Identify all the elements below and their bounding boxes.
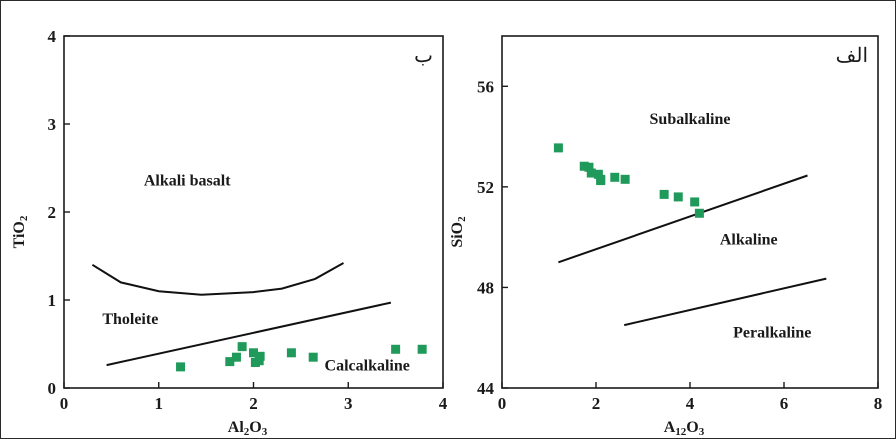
x-tick-label: 0 [498,394,507,413]
data-point [225,357,235,367]
y-tick-label: 52 [477,178,494,197]
data-point [610,172,620,182]
x-tick-label: 2 [249,394,258,413]
x-tick-label: 0 [60,394,69,413]
plot-area [63,35,444,389]
x-axis-label: A12O3 [664,419,705,438]
x-tick-label: 4 [439,394,448,413]
data-point [231,352,241,362]
data-point [176,362,186,372]
tio2-vs-al2o3-chart: 0 1 2 3 4 0 1 2 3 4 Al2O3 TiO2 Alkali basalt Tholeite… [11,27,448,438]
boundary-line-subalkaline-alkaline [558,174,808,264]
x-tick-label: 3 [344,394,353,413]
x-tick-label: 8 [874,394,883,413]
data-point [596,176,606,186]
boundary-line-lower [106,301,392,367]
data-point [249,348,258,358]
field-label: Peralkaline [733,325,811,342]
data-point [391,344,401,354]
data-point [553,143,563,153]
y-tick-label: 4 [48,27,57,46]
y-tick-label: 44 [477,379,495,398]
data-point [620,174,630,184]
data-point [690,197,700,207]
boundary-line-alkaline-peralkaline [623,277,827,327]
data-point [584,162,594,172]
boundary-line-upper [91,262,344,296]
x-tick-label: 1 [155,394,164,413]
data-point [308,352,318,362]
x-tick-label: 4 [686,394,695,413]
field-label: Tholeite [102,311,158,328]
y-tick-label: 56 [477,77,494,96]
field-label: Subalkaline [650,111,731,128]
y-tick-label: 2 [48,203,57,222]
data-point [286,348,296,358]
y-tick-label: 1 [48,291,57,310]
y-tick-label: 48 [477,278,494,297]
data-point [417,344,427,354]
data-point [586,168,596,178]
data-point [579,161,589,171]
field-label: Calcalkaline [325,357,410,374]
sio2-vs-al2o3-chart: 0 2 4 6 8 44 48 52 56 A12O3 SiO2 Subalkaline Alkalin… [449,35,883,438]
plot-area [501,35,879,389]
panel-label: ب [414,45,433,67]
data-point [237,342,247,352]
x-axis-label: Al2O3 [228,419,268,438]
data-point [254,356,264,366]
data-point [659,189,669,199]
field-label: Alkaline [720,232,778,249]
data-point [694,208,704,218]
data-point [673,192,683,202]
y-tick-label: 3 [48,115,57,134]
x-tick-label: 2 [592,394,601,413]
x-tick-label: 6 [780,394,789,413]
y-tick-label: 0 [48,379,57,398]
data-point [593,169,603,179]
y-axis-label: TiO2 [11,215,30,248]
panel-label: الف [836,45,868,67]
field-label: Alkali basalt [144,173,231,190]
y-axis-label: SiO2 [449,216,468,248]
